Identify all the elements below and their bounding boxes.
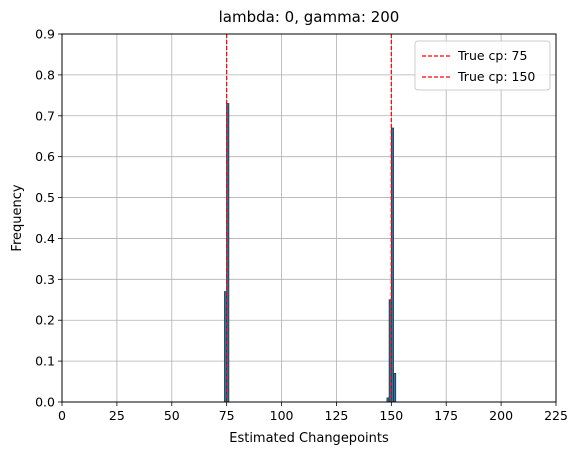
y-tick-label-2: 0.2 [35,313,55,328]
y-tick-label-3: 0.3 [35,272,55,287]
legend: True cp: 75 True cp: 150 [414,40,551,91]
y-axis: 0.0 0.1 0.2 0.3 0.4 0.5 0.6 0.7 0.8 0.9 [35,27,62,410]
y-axis-label: Frequency [10,184,25,251]
y-tick-label-8: 0.8 [35,67,55,82]
x-tick-label-4: 100 [270,408,294,423]
y-tick-label-1: 0.1 [35,354,55,369]
chart-title: lambda: 0, gamma: 200 [219,8,400,26]
x-tick-label-0: 0 [58,408,66,423]
y-tick-label-0: 0.0 [35,395,55,410]
y-tick-label-4: 0.4 [35,231,55,246]
y-tick-label-7: 0.7 [35,108,55,123]
x-tick-label-3: 75 [219,408,235,423]
y-tick-label-5: 0.5 [35,190,55,205]
y-tick-label-9: 0.9 [35,27,55,42]
x-tick-label-2: 50 [164,408,180,423]
x-tick-label-1: 25 [109,408,125,423]
x-tick-label-9: 225 [544,408,568,423]
x-tick-label-8: 200 [489,408,513,423]
x-tick-label-6: 150 [379,408,403,423]
x-axis: 0 25 50 75 100 125 150 175 200 225 [58,402,568,423]
bars [224,103,397,403]
x-tick-label-7: 175 [434,408,458,423]
legend-entry-cp-75: True cp: 75 [457,48,527,63]
plot-frame [61,33,557,403]
reference-lines [226,34,392,402]
x-axis-label: Estimated Changepoints [229,431,389,446]
bar-151 [393,372,397,403]
y-tick-label-6: 0.6 [35,149,55,164]
x-tick-label-5: 125 [325,408,349,423]
legend-box [414,40,551,91]
legend-entry-cp-150: True cp: 150 [457,69,535,84]
